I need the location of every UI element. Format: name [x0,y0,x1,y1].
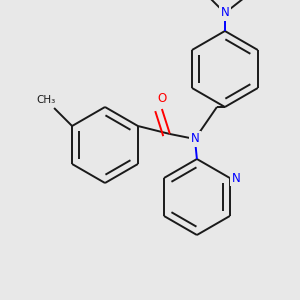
Text: N: N [220,7,229,20]
Text: N: N [190,133,199,146]
Text: N: N [231,172,240,184]
Text: CH₃: CH₃ [37,95,56,105]
Text: O: O [157,92,167,106]
